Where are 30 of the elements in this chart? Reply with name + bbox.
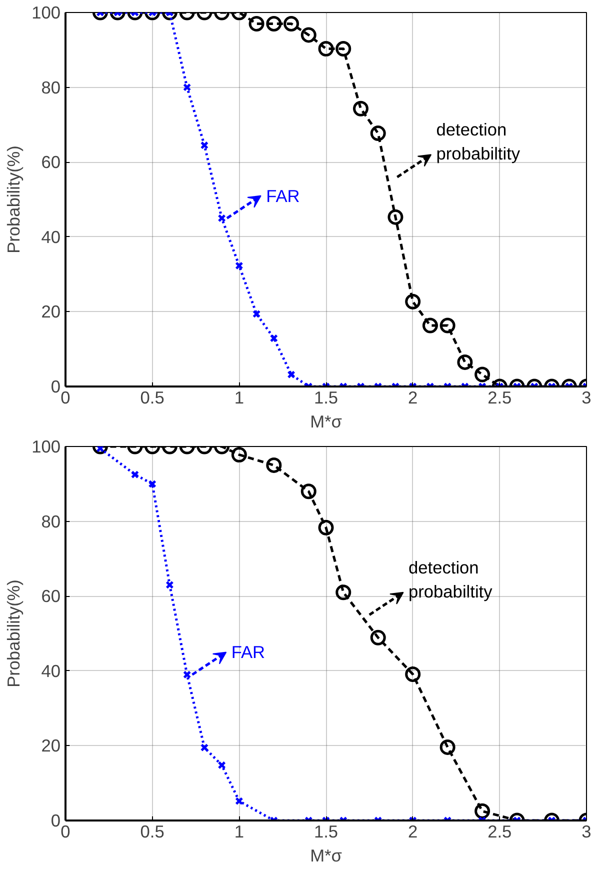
y-tick-label: 60 bbox=[41, 586, 61, 606]
y-tick-label: 80 bbox=[41, 77, 61, 98]
x-tick-label: 2 bbox=[408, 388, 418, 408]
x-axis-title: M*σ bbox=[310, 412, 342, 432]
y-tick-label: 80 bbox=[41, 511, 61, 532]
x-tick-label: 2.5 bbox=[488, 388, 512, 408]
y-tick-label: 40 bbox=[41, 226, 61, 247]
x-tick-label: 1 bbox=[234, 388, 244, 408]
x-tick-label: 1 bbox=[234, 822, 244, 842]
y-tick-label: 40 bbox=[41, 660, 61, 681]
y-tick-label: 60 bbox=[41, 152, 61, 172]
annotation: FAR bbox=[266, 186, 300, 206]
x-tick-label: 1.5 bbox=[314, 822, 338, 842]
y-tick-label: 20 bbox=[41, 302, 61, 322]
y-tick-label: 100 bbox=[32, 436, 61, 456]
x-tick-label: 3 bbox=[582, 822, 592, 842]
y-tick-label: 20 bbox=[41, 736, 61, 756]
annotation: detection probabiltity bbox=[408, 557, 493, 602]
y-axis-title: Probability(%) bbox=[4, 146, 24, 254]
x-tick-label: 1.5 bbox=[314, 388, 338, 408]
x-tick-label: 3 bbox=[582, 388, 592, 408]
x-tick-label: 2.5 bbox=[488, 822, 512, 842]
annotation: FAR bbox=[231, 642, 266, 662]
annotation: detection probabiltity bbox=[436, 120, 520, 164]
x-tick-label: 0.5 bbox=[140, 388, 164, 408]
y-axis-title: Probability(%) bbox=[4, 580, 24, 688]
y-tick-label: 100 bbox=[32, 2, 61, 22]
x-axis-title: M*σ bbox=[310, 846, 342, 866]
x-tick-label: 2 bbox=[408, 822, 418, 842]
x-tick-label: 0.5 bbox=[140, 822, 164, 842]
